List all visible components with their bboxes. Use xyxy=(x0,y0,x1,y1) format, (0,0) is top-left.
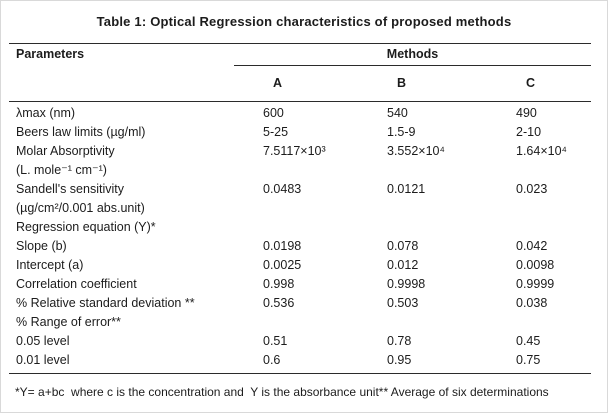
param-cell: (L. mole⁻¹ cm⁻¹) xyxy=(16,163,107,177)
table-row: 0.05 level 0.51 0.78 0.45 xyxy=(9,332,591,351)
table-body: λmax (nm) 600 540 490 Beers law limits (… xyxy=(9,102,591,373)
value-cell-b xyxy=(387,199,516,218)
param-cell: Sandell's sensitivity xyxy=(16,182,124,196)
param-cell: (µg/cm²/0.001 abs.unit) xyxy=(16,201,145,215)
value-cell-b: 1.5-9 xyxy=(387,125,416,139)
table-row: Sandell's sensitivity 0.0483 0.0121 0.02… xyxy=(9,180,591,199)
param-cell: Molar Absorptivity xyxy=(16,144,115,158)
methods-header: Methods xyxy=(234,44,591,66)
value-cell-c: 0.023 xyxy=(516,182,548,196)
value-cell-c xyxy=(516,199,591,218)
value-cell-c: 0.45 xyxy=(516,334,541,348)
value-cell-b: 0.95 xyxy=(387,353,412,367)
value-cell-b: 540 xyxy=(387,106,408,120)
value-cell-c: 0.0098 xyxy=(516,258,555,272)
value-cell-b: 0.78 xyxy=(387,334,412,348)
parameters-header: Parameters xyxy=(16,47,85,61)
table-row: Regression equation (Y)* xyxy=(9,218,591,237)
value-cell-b: 0.078 xyxy=(387,239,419,253)
value-cell-a: 0.536 xyxy=(263,296,295,310)
table-row: % Range of error** xyxy=(9,313,591,332)
table-row: Correlation coefficient 0.998 0.9998 0.9… xyxy=(9,275,591,294)
value-cell-b xyxy=(387,161,516,180)
value-cell-a: 0.0198 xyxy=(263,239,302,253)
value-cell-a: 7.5117×10³ xyxy=(263,144,326,158)
value-cell-b xyxy=(387,218,516,237)
value-cell-a xyxy=(263,161,387,180)
value-cell-a: 5-25 xyxy=(263,125,289,139)
value-cell-c xyxy=(516,218,591,237)
column-header-a: A xyxy=(273,76,283,90)
value-cell-c: 2-10 xyxy=(516,125,542,139)
table-row: Slope (b) 0.0198 0.078 0.042 xyxy=(9,237,591,256)
column-header-c: C xyxy=(526,76,536,90)
value-cell-b: 0.503 xyxy=(387,296,419,310)
param-cell: 0.01 level xyxy=(16,353,70,367)
param-cell: % Range of error** xyxy=(16,315,121,329)
table-row: λmax (nm) 600 540 490 xyxy=(9,104,591,123)
value-cell-a xyxy=(263,218,387,237)
value-cell-b: 0.9998 xyxy=(387,277,426,291)
value-cell-a xyxy=(263,313,387,332)
value-cell-c: 0.9999 xyxy=(516,277,555,291)
column-header-b: B xyxy=(397,76,407,90)
table-title: Table 1: Optical Regression characterist… xyxy=(96,14,512,29)
bottom-rule xyxy=(9,373,591,374)
value-cell-a: 0.0025 xyxy=(263,258,302,272)
top-rule xyxy=(9,43,591,44)
value-cell-c: 0.75 xyxy=(516,353,541,367)
value-cell-a: 600 xyxy=(263,106,284,120)
value-cell-a: 0.0483 xyxy=(263,182,302,196)
value-cell-c: 1.64×10⁴ xyxy=(516,144,567,158)
value-cell-c xyxy=(516,313,591,332)
param-cell: Slope (b) xyxy=(16,239,67,253)
value-cell-b: 3.552×10⁴ xyxy=(387,144,445,158)
value-cell-c: 490 xyxy=(516,106,537,120)
table-footnote: *Y= a+bc where c is the concentration an… xyxy=(15,385,549,399)
value-cell-b xyxy=(387,313,516,332)
table-row: 0.01 level 0.6 0.95 0.75 xyxy=(9,351,591,370)
param-cell: Correlation coefficient xyxy=(16,277,137,291)
table-row: (µg/cm²/0.001 abs.unit) xyxy=(9,199,591,218)
param-cell: Beers law limits (µg/ml) xyxy=(16,125,146,139)
value-cell-a xyxy=(263,199,387,218)
table-row: Intercept (a) 0.0025 0.012 0.0098 xyxy=(9,256,591,275)
param-cell: 0.05 level xyxy=(16,334,70,348)
value-cell-c: 0.038 xyxy=(516,296,548,310)
value-cell-a: 0.51 xyxy=(263,334,288,348)
value-cell-c: 0.042 xyxy=(516,239,548,253)
param-cell: Regression equation (Y)* xyxy=(16,220,156,234)
header-row-groups: Parameters Methods xyxy=(9,44,591,66)
value-cell-c xyxy=(516,161,591,180)
param-cell: % Relative standard deviation ** xyxy=(16,296,195,310)
table-row: % Relative standard deviation ** 0.536 0… xyxy=(9,294,591,313)
param-cell: λmax (nm) xyxy=(16,106,76,120)
value-cell-a: 0.6 xyxy=(263,353,281,367)
value-cell-b: 0.0121 xyxy=(387,182,426,196)
header-row-methods: A B C xyxy=(9,65,591,101)
table-row: (L. mole⁻¹ cm⁻¹) xyxy=(9,161,591,180)
value-cell-b: 0.012 xyxy=(387,258,419,272)
regression-table: Parameters Methods A B C λmax (nm) 600 5… xyxy=(9,43,591,374)
value-cell-a: 0.998 xyxy=(263,277,295,291)
table-row: Molar Absorptivity 7.5117×10³ 3.552×10⁴ … xyxy=(9,142,591,161)
table-row: Beers law limits (µg/ml) 5-25 1.5-9 2-10 xyxy=(9,123,591,142)
param-cell: Intercept (a) xyxy=(16,258,84,272)
header-bottom-rule xyxy=(9,101,591,102)
